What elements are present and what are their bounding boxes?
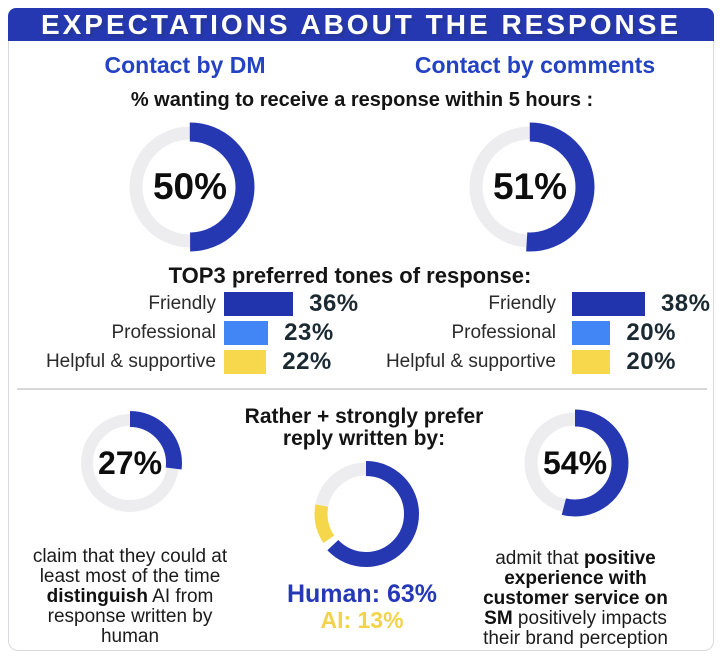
tone-row: Professional 23% — [20, 319, 359, 346]
column-header-dm: Contact by DM — [104, 52, 266, 78]
tone-value: 20% — [626, 348, 676, 375]
tone-label: Professional — [111, 322, 216, 343]
donut-arc-dm — [125, 122, 255, 252]
stat-text-experience: admit that positive experience with cust… — [469, 549, 682, 649]
text-segment-bold: positive experience with customer servic… — [483, 548, 668, 629]
donut-segment-human — [313, 461, 419, 567]
legend-ai: AI: 13% — [320, 607, 404, 633]
tone-value: 20% — [626, 319, 676, 346]
text-segment-bold: distinguish — [46, 586, 148, 607]
tone-value: 38% — [660, 290, 711, 317]
tone-row: Helpful & supportive 20% — [360, 348, 711, 375]
tone-bar — [224, 350, 267, 374]
tone-label: Professional — [451, 322, 556, 343]
tone-label: Friendly — [488, 293, 556, 314]
donut-svg — [521, 409, 629, 517]
text-segment: AI from response written by human — [47, 586, 214, 647]
tone-value: 36% — [309, 290, 359, 317]
donut-svg — [313, 461, 419, 567]
donut-svg — [465, 122, 595, 252]
donut-chart-comments-51: 51% — [462, 119, 598, 255]
page-title: EXPECTATIONS ABOUT THE RESPONSE — [40, 8, 682, 40]
tone-bar — [572, 350, 611, 374]
text-segment: claim that they could at least most of t… — [32, 546, 228, 587]
section-title-tones: TOP3 preferred tones of response: — [168, 263, 532, 288]
tone-row: Friendly 38% — [360, 290, 711, 317]
donut-svg — [125, 122, 255, 252]
stat-text-distinguish: claim that they could at least most of t… — [28, 547, 232, 647]
donut-value-experience: 54% — [542, 444, 608, 481]
tones-chart-comments: Friendly 38% Professional 20% Helpful & … — [360, 290, 711, 379]
tones-chart-dm: Friendly 36% Professional 23% Helpful & … — [20, 290, 359, 379]
section-title-prefer: Rather + strongly prefer reply written b… — [244, 405, 484, 450]
donut-chart-prefer — [310, 458, 422, 570]
column-header-comments: Contact by comments — [414, 52, 656, 78]
donut-svg — [78, 411, 182, 515]
tone-row: Helpful & supportive 22% — [20, 348, 359, 375]
text-segment: admit that — [495, 548, 584, 569]
donut-arc-experience — [521, 409, 629, 517]
donut-segment-ai — [314, 462, 418, 566]
donut-chart-distinguish-27: 27% — [75, 408, 185, 518]
donut-value-comments: 51% — [492, 166, 568, 207]
tone-label: Helpful & supportive — [45, 351, 216, 372]
tone-bar — [572, 292, 645, 316]
tone-row: Professional 20% — [360, 319, 711, 346]
donut-chart-experience-54: 54% — [519, 407, 631, 519]
tone-bar — [224, 292, 294, 316]
legend-human: Human: 63% — [286, 580, 438, 608]
section-divider — [17, 388, 707, 390]
tone-value: 22% — [282, 348, 332, 375]
tone-row: Friendly 36% — [20, 290, 359, 317]
tone-label: Friendly — [148, 293, 216, 314]
tone-value: 23% — [284, 319, 334, 346]
donut-arc-distinguish — [78, 411, 182, 515]
section-subtitle-response-time: % wanting to receive a response within 5… — [130, 89, 594, 111]
tone-bar — [224, 321, 269, 345]
donut-chart-dm-50: 50% — [122, 119, 258, 255]
donut-value-dm: 50% — [152, 166, 228, 207]
tone-label: Helpful & supportive — [385, 351, 556, 372]
donut-value-distinguish: 27% — [97, 444, 163, 481]
text-segment: positively impacts their brand perceptio… — [483, 608, 668, 649]
tone-bar — [572, 321, 611, 345]
donut-arc-comments — [465, 122, 595, 252]
header-banner: EXPECTATIONS ABOUT THE RESPONSE — [8, 8, 714, 41]
